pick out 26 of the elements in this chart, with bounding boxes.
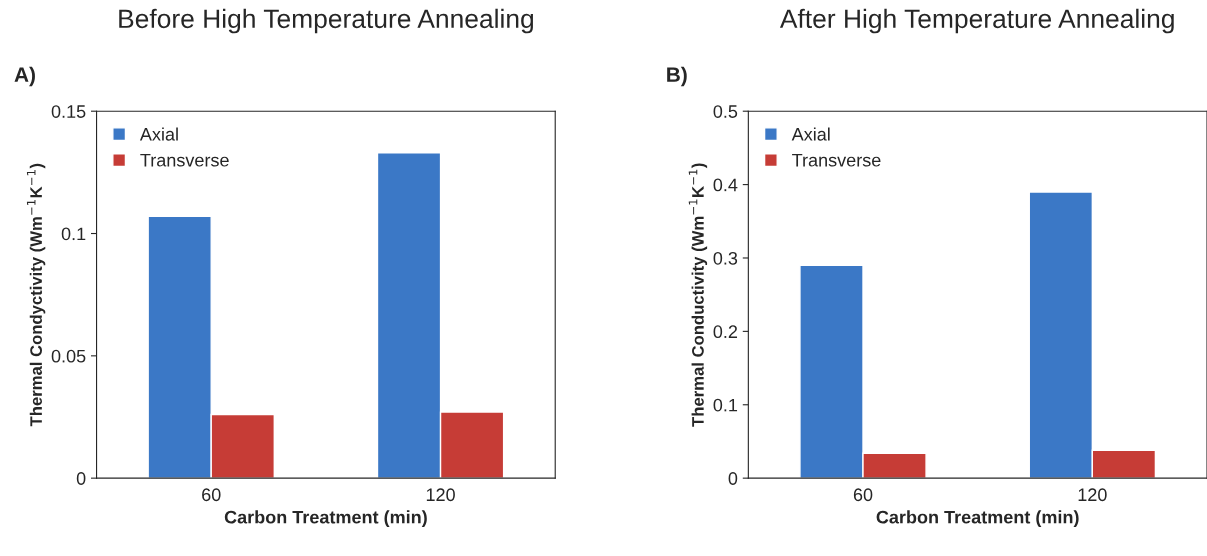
text: A) xyxy=(14,66,35,87)
y-tick-label: 0.3 xyxy=(713,251,738,265)
y-tick-label: 0 xyxy=(728,472,738,485)
legend-label: Transverse xyxy=(140,153,229,167)
y-tick-label: 0 xyxy=(76,472,86,485)
x-tick-label: 120 xyxy=(1078,488,1107,502)
y-tick-label: 0.2 xyxy=(713,325,738,339)
y-axis-title: Thermal Conductivity (Wm$^{−1}$K$^{−1}$) xyxy=(688,163,708,427)
legend-label: Axial xyxy=(791,127,830,141)
x-tick-label: 60 xyxy=(853,488,873,502)
x-axis-title: Carbon Treatment (min) xyxy=(224,510,427,528)
legend-label: Transverse xyxy=(792,153,881,167)
chart-title: After High Temperature Annealing xyxy=(779,8,1174,34)
y-tick-label: 0.5 xyxy=(713,105,738,118)
x-axis-title: Carbon Treatment (min) xyxy=(876,510,1079,528)
x-tick-label: 60 xyxy=(202,488,221,502)
x-tick-label: 120 xyxy=(426,488,455,502)
legend-label: Axial xyxy=(139,127,178,141)
y-tick-label: 0.4 xyxy=(713,178,738,192)
y-tick-label: 0.15 xyxy=(51,105,86,118)
text: B) xyxy=(667,66,687,87)
y-axis-title: Thermal Condyctivity (Wm$^{−1}$K$^{−1}$) xyxy=(26,163,46,427)
chart-title: Before High Temperature Annealing xyxy=(119,8,534,34)
y-tick-label: 0.05 xyxy=(51,349,86,363)
y-tick-label: 0.1 xyxy=(713,398,738,412)
y-tick-label: 0.1 xyxy=(61,227,86,241)
